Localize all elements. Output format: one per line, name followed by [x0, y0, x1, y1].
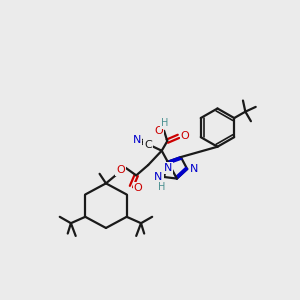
Text: O: O [116, 165, 125, 175]
Text: H: H [161, 118, 169, 128]
Text: N: N [154, 172, 163, 182]
Text: N: N [133, 135, 141, 145]
Text: O: O [154, 126, 163, 136]
Text: H: H [158, 182, 165, 191]
Text: C: C [144, 140, 152, 150]
Text: O: O [180, 131, 189, 141]
Text: O: O [134, 183, 142, 193]
Text: N: N [189, 164, 198, 174]
Text: N: N [164, 163, 172, 173]
